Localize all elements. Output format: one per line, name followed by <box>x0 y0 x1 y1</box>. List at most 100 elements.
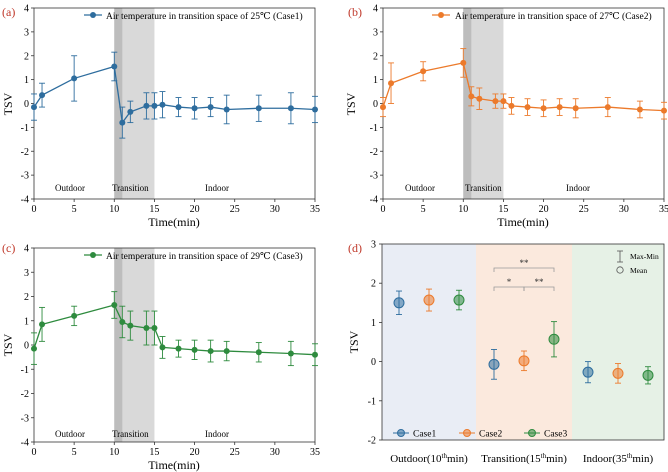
x-tick-label: 15 <box>498 204 508 215</box>
x-tick-label: 25 <box>230 447 240 458</box>
legend-label-case2: Case2 <box>479 430 502 440</box>
zone-label-indoor: Indoor <box>566 183 590 193</box>
data-point <box>127 108 134 115</box>
x-tick-label: 20 <box>190 447 200 458</box>
mean-point-case3 <box>453 294 465 306</box>
significance-bracket-case1-case2-label: * <box>507 277 512 287</box>
x-tick-label: 30 <box>270 204 280 215</box>
y-tick-label: 0 <box>371 357 376 368</box>
y-tick-label: 1 <box>373 75 378 86</box>
group-label: Outdoor(10thmin) <box>390 452 468 465</box>
y-tick-label: 2 <box>24 292 29 303</box>
data-point <box>223 348 230 355</box>
data-point <box>500 98 507 105</box>
y-tick-label: 3 <box>373 27 378 38</box>
plot-frame <box>33 247 316 443</box>
zone-label-indoor: Indoor <box>205 429 229 439</box>
y-axis-label: TSV <box>344 92 358 115</box>
legend-mean: Mean <box>616 266 647 275</box>
data-point <box>476 95 483 102</box>
x-tick-label: 35 <box>659 204 668 215</box>
significance-bracket-case1-case3-label: ** <box>520 258 530 268</box>
mean-point-case2 <box>518 355 530 367</box>
data-point <box>207 348 214 355</box>
data-point <box>31 345 37 352</box>
legend: Air temperature in transition space of 2… <box>84 11 303 22</box>
y-tick-label: -2 <box>368 436 376 447</box>
y-tick-label: 0 <box>373 99 378 110</box>
legend-mean-label: Mean <box>630 266 647 275</box>
legend-max-min-label: Max-Min <box>630 252 659 261</box>
data-point <box>255 105 262 112</box>
significance-bracket-case2-case3-label: ** <box>535 277 545 287</box>
panel-label: (c) <box>2 241 15 255</box>
legend-marker <box>438 12 444 18</box>
x-tick-label: 25 <box>579 204 589 215</box>
y-tick-label: -1 <box>368 396 376 407</box>
data-point <box>191 346 198 353</box>
legend-label-case1: Case1 <box>413 430 436 440</box>
y-tick-label: -3 <box>21 171 29 182</box>
y-axis-label: TSV <box>1 333 15 356</box>
zone-label-outdoor: Outdoor <box>405 183 435 193</box>
legend-text: Air temperature in transition space of 2… <box>106 11 303 22</box>
x-tick-label: 5 <box>421 204 426 215</box>
x-axis-label: Time(min) <box>497 215 549 229</box>
mean-point-case3 <box>642 369 654 381</box>
panel-a-case1-timeseries: (a) TSV Time(min) Air temperature in tra… <box>1 4 320 230</box>
y-tick-label: 2 <box>24 51 29 62</box>
y-tick-label: 3 <box>24 27 29 38</box>
data-point <box>540 105 547 112</box>
data-point <box>604 104 611 111</box>
y-tick-label: 1 <box>24 75 29 86</box>
data-point <box>380 104 386 111</box>
legend-marker-case2 <box>463 429 471 437</box>
data-point <box>255 349 262 356</box>
data-point <box>39 321 46 328</box>
legend-marker-case1 <box>397 429 405 437</box>
x-tick-label: 0 <box>32 204 37 215</box>
zone-background-outdoor <box>382 244 476 440</box>
data-point <box>119 318 126 325</box>
data-point <box>556 104 563 111</box>
plot-frame <box>33 7 316 200</box>
data-point <box>524 104 531 111</box>
x-tick-label: 5 <box>72 447 77 458</box>
zone-label-transition: Transition <box>112 183 149 193</box>
plot-frame <box>382 7 665 200</box>
panel-label: (d) <box>348 241 362 255</box>
zone-label-indoor: Indoor <box>205 183 229 193</box>
y-tick-label: 4 <box>24 244 29 255</box>
y-tick-label: -2 <box>21 147 29 158</box>
series-line-case2 <box>382 62 665 112</box>
x-axis-label: Time(min) <box>148 215 200 229</box>
x-tick-label: 35 <box>310 204 320 215</box>
x-tick-label: 30 <box>619 204 629 215</box>
data-point <box>207 104 214 111</box>
legend-label-case3: Case3 <box>544 430 567 440</box>
transition-start-strip <box>463 8 472 199</box>
x-tick-label: 5 <box>72 204 77 215</box>
data-point <box>175 104 182 111</box>
y-tick-label: 1 <box>24 316 29 327</box>
data-point <box>468 93 475 100</box>
significance-bracket-case2-case3 <box>523 286 555 291</box>
data-point <box>460 59 467 66</box>
panel-b-case2-timeseries: (b) TSV Time(min) Air temperature in tra… <box>344 4 668 230</box>
plot-frame <box>381 243 665 441</box>
y-tick-label: 2 <box>373 51 378 62</box>
data-point <box>71 75 78 82</box>
data-point <box>143 102 150 109</box>
mean-point-case2 <box>612 367 624 379</box>
data-point <box>111 301 118 308</box>
y-tick-label: 0 <box>24 341 29 352</box>
mean-point-case1 <box>488 358 500 370</box>
data-point <box>492 98 499 105</box>
significance-bracket-case1-case3 <box>493 267 555 272</box>
data-point <box>287 350 294 357</box>
y-tick-label: 3 <box>24 268 29 279</box>
mean-point-case2 <box>423 294 435 306</box>
mean-point-case1 <box>393 297 405 309</box>
y-axis-label: TSV <box>347 330 361 353</box>
